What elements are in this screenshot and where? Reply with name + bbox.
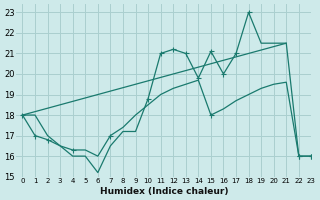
- X-axis label: Humidex (Indice chaleur): Humidex (Indice chaleur): [100, 187, 228, 196]
